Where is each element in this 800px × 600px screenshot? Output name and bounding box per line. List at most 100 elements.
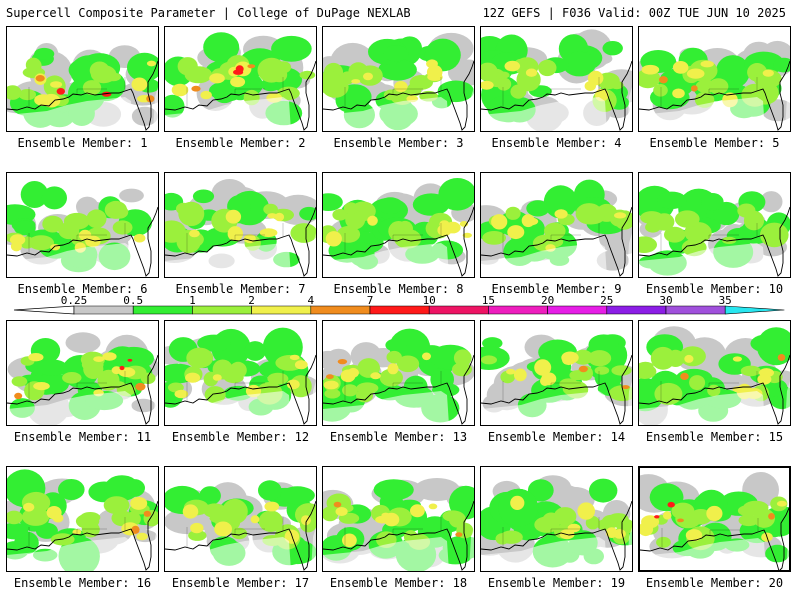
scp-contour-area <box>410 504 425 518</box>
atlantic-water <box>469 233 474 277</box>
ensemble-member-caption: Ensemble Member: 17 <box>171 576 310 590</box>
atlantic-water <box>153 527 158 571</box>
scp-contour-area <box>192 189 215 204</box>
coastline <box>323 500 474 571</box>
ensemble-member-caption: Ensemble Member: 20 <box>645 576 784 590</box>
scp-contour-area <box>7 522 29 540</box>
state-border <box>661 518 759 548</box>
ensemble-member-map[interactable] <box>6 26 159 132</box>
scp-contour-area <box>111 205 129 219</box>
scp-contour-area <box>289 354 300 361</box>
scp-contour-area <box>203 503 227 518</box>
scp-contour-area <box>325 348 352 371</box>
scp-contour-area <box>743 210 765 231</box>
ensemble-member-map[interactable] <box>164 172 317 278</box>
ensemble-member-map[interactable] <box>638 172 791 278</box>
atlantic-water <box>627 527 632 571</box>
scp-contour-area <box>701 193 724 211</box>
ensemble-member-map[interactable] <box>480 172 633 278</box>
scp-contour-area <box>504 60 521 72</box>
ensemble-member-map[interactable] <box>164 320 317 426</box>
scp-contour-area <box>23 502 35 512</box>
scp-contour-area <box>575 203 603 225</box>
scp-contour-area <box>527 479 554 502</box>
ensemble-member-map[interactable] <box>638 26 791 132</box>
scp-contour-area <box>700 60 714 68</box>
ensemble-member-map[interactable] <box>164 26 317 132</box>
ensemble-member-map[interactable] <box>322 26 475 132</box>
scp-contour-area <box>263 203 278 215</box>
scp-contour-area <box>684 354 694 363</box>
scp-contour-area <box>386 350 402 364</box>
coastline <box>639 206 790 277</box>
scp-contour-area <box>685 529 703 542</box>
ensemble-member-map[interactable] <box>6 172 159 278</box>
scp-contour-area <box>538 59 557 77</box>
scp-contour-area <box>50 81 63 88</box>
scp-contour-area <box>650 346 676 370</box>
ensemble-member-map[interactable] <box>322 466 475 572</box>
scp-contour-area <box>496 77 512 91</box>
scp-contour-area <box>244 341 266 361</box>
scp-contour-area <box>131 398 156 413</box>
scp-contour-area <box>588 350 612 367</box>
scp-contour-area <box>35 75 45 82</box>
scp-contour-area <box>452 362 472 377</box>
atlantic-water <box>627 233 632 277</box>
scp-contour-area <box>639 236 657 253</box>
scp-contour-area <box>526 200 550 217</box>
scp-contour-area <box>178 201 205 226</box>
gulf-water <box>481 97 607 131</box>
coastline <box>7 500 158 571</box>
ensemble-member-map[interactable] <box>480 320 633 426</box>
state-border <box>28 371 126 401</box>
scp-contour-area <box>299 70 316 80</box>
scp-contour-area <box>662 511 672 520</box>
scp-contour-area <box>481 355 497 365</box>
scp-contour-area <box>223 372 244 384</box>
gulf-water <box>165 537 291 571</box>
coastline <box>165 500 316 571</box>
gulf-water <box>165 97 291 131</box>
ensemble-member-map[interactable] <box>164 466 317 572</box>
scp-contour-area <box>347 367 359 378</box>
scp-contour-area <box>93 356 105 362</box>
ensemble-member-caption: Ensemble Member: 8 <box>333 282 464 296</box>
scp-map-graphic <box>7 43 158 131</box>
ensemble-member-map[interactable] <box>6 320 159 426</box>
ensemble-member-map[interactable] <box>480 26 633 132</box>
scp-contour-area <box>510 495 525 510</box>
coastline <box>323 354 474 425</box>
scp-map-graphic <box>481 29 632 131</box>
scp-contour-area <box>373 479 414 501</box>
scp-contour-area <box>104 475 140 501</box>
scp-contour-area <box>33 382 50 391</box>
scp-contour-area <box>672 61 689 74</box>
gulf-water <box>165 243 291 277</box>
ensemble-member-caption: Ensemble Member: 10 <box>645 282 784 296</box>
scp-contour-area <box>119 188 144 203</box>
scp-contour-area <box>387 363 399 375</box>
state-border <box>502 517 600 547</box>
ensemble-member-map[interactable] <box>638 466 791 572</box>
scp-contour-area <box>737 505 759 517</box>
ensemble-member-map[interactable] <box>322 320 475 426</box>
coastline <box>640 506 789 570</box>
ensemble-member-map[interactable] <box>638 320 791 426</box>
scp-map-graphic <box>165 32 316 131</box>
coastline <box>481 206 632 277</box>
colorbar-swatch <box>369 305 430 315</box>
scp-contour-area <box>496 71 510 79</box>
scp-contour-area <box>427 73 443 81</box>
coastline <box>481 60 632 131</box>
ensemble-member-map[interactable] <box>322 172 475 278</box>
scp-contour-area <box>143 510 151 517</box>
scp-contour-area <box>188 530 207 541</box>
ensemble-member-map[interactable] <box>6 466 159 572</box>
scp-contour-area <box>235 65 244 73</box>
coastline <box>639 60 790 131</box>
colorbar-swatch <box>310 305 371 315</box>
ensemble-member-map[interactable] <box>480 466 633 572</box>
gulf-water <box>323 391 449 425</box>
scp-contour-area <box>34 47 55 60</box>
